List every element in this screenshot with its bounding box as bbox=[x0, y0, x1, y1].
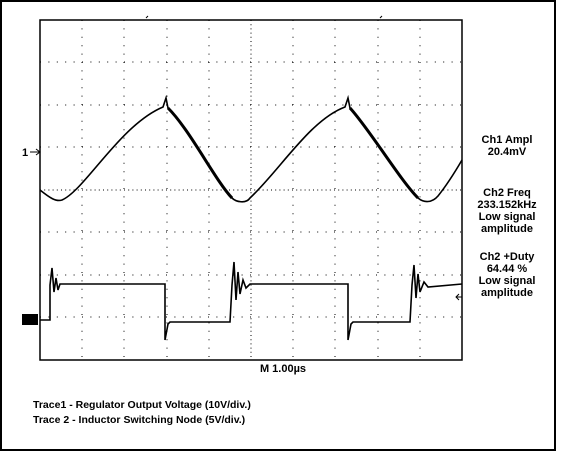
measurement-line: 64.44 % bbox=[487, 263, 528, 275]
measurement-line: amplitude bbox=[481, 223, 533, 235]
ch2-marker bbox=[22, 314, 38, 325]
frame bbox=[1, 1, 555, 450]
timebase: M 1.00µs bbox=[260, 363, 306, 375]
measurement-line: 233.152kHz bbox=[477, 199, 537, 211]
measurement-line: Ch1 Ampl bbox=[482, 134, 533, 146]
measurement-line: Low signal bbox=[479, 211, 536, 223]
measurement-line: amplitude bbox=[481, 287, 533, 299]
measurement-line: Ch2 Freq bbox=[483, 187, 531, 199]
caption: Trace 2 - Inductor Switching Node (5V/di… bbox=[33, 414, 245, 426]
scope-screen: 1 M 1.00µs Ch1 Ampl20.4mV Ch2 Freq233.152… bbox=[0, 0, 561, 451]
measurement-line: Low signal bbox=[479, 275, 536, 287]
caption: Trace1 - Regulator Output Voltage (10V/d… bbox=[33, 399, 251, 411]
page: 1 M 1.00µs Ch1 Ampl20.4mV Ch2 Freq233.152… bbox=[0, 0, 561, 451]
measurement-line: Ch2 +Duty bbox=[480, 251, 536, 263]
ch1-marker: 1 bbox=[22, 147, 28, 159]
measurement-line: 20.4mV bbox=[488, 146, 527, 158]
